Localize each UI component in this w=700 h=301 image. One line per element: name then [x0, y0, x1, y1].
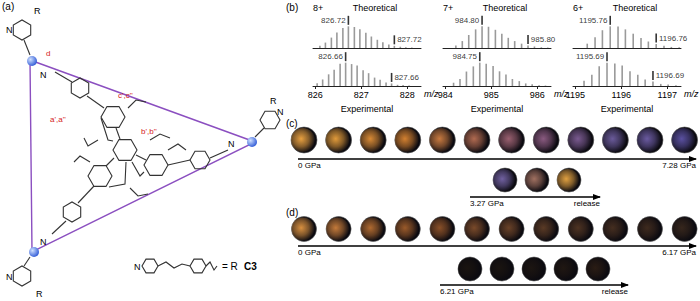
svg-text:828: 828 [400, 90, 415, 100]
svg-text:6+: 6+ [573, 3, 583, 13]
svg-text:(b): (b) [286, 2, 298, 13]
svg-text:Theoretical: Theoretical [353, 3, 398, 13]
svg-text:6.17 GPa: 6.17 GPa [662, 248, 696, 257]
svg-text:b',b'': b',b'' [141, 127, 157, 136]
svg-text:Theoretical: Theoretical [483, 3, 528, 13]
svg-text:N: N [228, 139, 235, 149]
svg-text:826: 826 [308, 90, 323, 100]
svg-text:0 GPa: 0 GPa [298, 248, 321, 257]
svg-text:984.75: 984.75 [452, 52, 477, 61]
svg-text:N: N [134, 262, 141, 272]
svg-text:(c): (c) [286, 118, 298, 129]
svg-text:R: R [36, 289, 43, 299]
svg-text:R: R [34, 6, 41, 16]
svg-text:Experimental: Experimental [471, 104, 524, 114]
svg-text:1197: 1197 [658, 90, 677, 100]
svg-text:6.21 GPa: 6.21 GPa [440, 287, 474, 296]
svg-text:Theoretical: Theoretical [613, 3, 658, 13]
svg-text:8+: 8+ [313, 3, 323, 13]
svg-text:0 GPa: 0 GPa [298, 161, 321, 170]
svg-text:7.28 GPa: 7.28 GPa [662, 161, 696, 170]
svg-text:d: d [46, 49, 50, 58]
svg-text:1195: 1195 [566, 90, 585, 100]
svg-text:N: N [40, 237, 47, 247]
svg-text:986: 986 [530, 90, 545, 100]
svg-text:C3: C3 [244, 261, 257, 272]
svg-text:985.80: 985.80 [531, 35, 556, 44]
svg-text:R: R [270, 96, 277, 106]
svg-text:m/z: m/z [684, 89, 699, 99]
svg-text:1196.69: 1196.69 [656, 71, 685, 80]
svg-text:3.27 GPa: 3.27 GPa [470, 199, 504, 208]
svg-text:Experimental: Experimental [601, 104, 654, 114]
svg-text:827.72: 827.72 [397, 35, 422, 44]
svg-text:1196: 1196 [612, 90, 631, 100]
svg-text:Experimental: Experimental [341, 104, 394, 114]
svg-text:827: 827 [354, 90, 369, 100]
svg-text:(a): (a) [2, 1, 14, 12]
svg-text:N: N [6, 272, 13, 282]
svg-text:1195.76: 1195.76 [579, 16, 608, 25]
svg-text:7+: 7+ [443, 3, 453, 13]
svg-text:1196.76: 1196.76 [659, 34, 688, 43]
svg-text:m/z: m/z [554, 88, 569, 99]
svg-text:release: release [602, 287, 629, 296]
svg-text:(d): (d) [286, 207, 298, 218]
svg-text:N: N [6, 25, 13, 35]
svg-text:m/z: m/z [424, 89, 439, 99]
svg-text:= R: = R [222, 261, 238, 272]
svg-text:c',c'': c',c'' [118, 91, 133, 100]
svg-text:984: 984 [438, 90, 453, 100]
svg-text:984.80: 984.80 [455, 16, 480, 25]
svg-text:826.66: 826.66 [318, 52, 343, 61]
svg-text:826.72: 826.72 [321, 16, 346, 25]
svg-text:985: 985 [484, 90, 499, 100]
svg-text:release: release [574, 199, 601, 208]
svg-text:N: N [40, 70, 47, 80]
svg-text:1195.69: 1195.69 [576, 52, 605, 61]
svg-text:a',a'': a',a'' [50, 115, 66, 124]
svg-text:N: N [277, 107, 284, 117]
svg-text:827.66: 827.66 [394, 73, 419, 82]
